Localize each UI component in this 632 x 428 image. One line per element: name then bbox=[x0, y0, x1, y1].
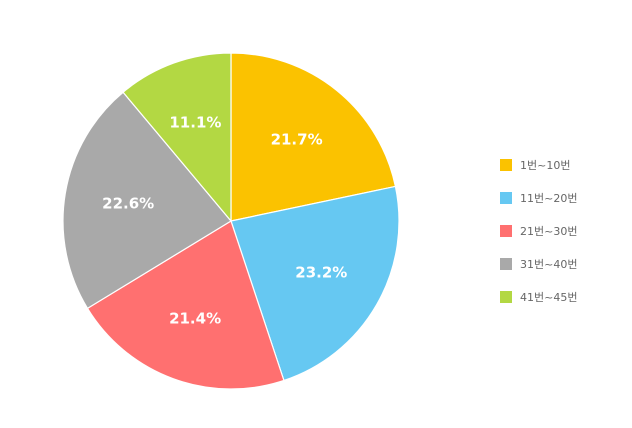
legend-label: 31번~40번 bbox=[520, 258, 578, 271]
legend-swatch bbox=[500, 258, 512, 270]
legend-item-4[interactable]: 31번~40번 bbox=[500, 257, 577, 271]
legend-item-2[interactable]: 11번~20번 bbox=[500, 191, 577, 205]
pie-slice-1[interactable] bbox=[230, 52, 397, 222]
legend-item-5[interactable]: 41번~45번 bbox=[500, 290, 577, 304]
legend-label: 1번~10번 bbox=[520, 159, 571, 172]
pie-slice-2[interactable] bbox=[230, 185, 400, 382]
legend-label: 41번~45번 bbox=[520, 291, 578, 304]
legend: 1번~10번 11번~20번 21번~30번 31번~40번 41번~45번 bbox=[500, 158, 577, 323]
legend-swatch bbox=[500, 192, 512, 204]
slice-label-4: 22.6% bbox=[102, 195, 154, 213]
legend-item-3[interactable]: 21번~30번 bbox=[500, 224, 577, 238]
legend-swatch bbox=[500, 159, 512, 171]
legend-item-1[interactable]: 1번~10번 bbox=[500, 158, 577, 172]
slice-label-1: 21.7% bbox=[271, 131, 323, 149]
legend-label: 21번~30번 bbox=[520, 225, 578, 238]
pie-slice-5[interactable] bbox=[122, 52, 232, 223]
legend-label: 11번~20번 bbox=[520, 192, 578, 205]
legend-swatch bbox=[500, 291, 512, 303]
slice-label-5: 11.1% bbox=[169, 114, 221, 132]
pie-slice-4[interactable] bbox=[62, 91, 232, 310]
slice-label-3: 21.4% bbox=[169, 309, 221, 327]
legend-swatch bbox=[500, 225, 512, 237]
pie-slice-3[interactable] bbox=[86, 220, 285, 390]
slice-label-2: 23.2% bbox=[295, 263, 347, 281]
